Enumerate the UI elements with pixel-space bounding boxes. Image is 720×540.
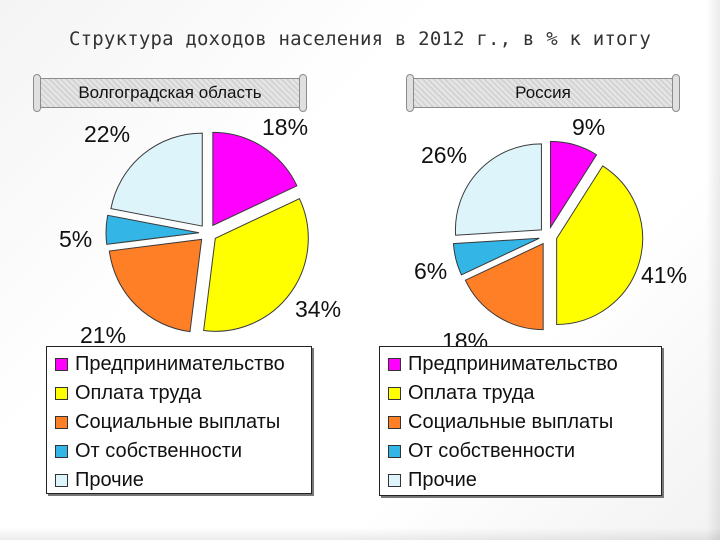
slide-bottom-shadow: [0, 528, 720, 540]
slide-edge-shadow: [706, 0, 720, 540]
legend-item: Прочие: [388, 466, 661, 495]
legend-label: Социальные выплаты: [408, 411, 614, 433]
legend-volgograd: Предпринимательство Оплата труда Социаль…: [46, 346, 312, 494]
legend-russia: Предпринимательство Оплата труда Социаль…: [379, 346, 662, 496]
pie-label-volgograd-socialnye-vyplaty: 21%: [80, 322, 127, 348]
legend-item: Предпринимательство: [388, 350, 661, 379]
pie-slice-prochie: [110, 132, 203, 227]
pie-label-russia-sobstvennost: 6%: [414, 258, 448, 284]
legend-swatch: [55, 387, 68, 400]
chart-title-russia: Россия: [515, 83, 571, 102]
chart-title-banner-volgograd: Волгоградская область: [33, 74, 307, 112]
legend-label: Прочие: [75, 469, 144, 491]
legend-swatch: [55, 416, 68, 429]
legend-item: Предпринимательство: [55, 350, 311, 379]
legend-swatch: [388, 474, 401, 487]
pie-slice-predprinimatelstvo: [550, 140, 598, 230]
legend-swatch: [55, 445, 68, 458]
pie-slice-socialnye-vyplaty: [108, 238, 203, 333]
pie-slice-sobstvennost: [452, 237, 540, 276]
pie-label-volgograd-sobstvennost: 5%: [59, 226, 93, 252]
pie-slice-oplata-truda: [203, 198, 309, 332]
pie-label-russia-prochie: 26%: [421, 142, 468, 168]
legend-label: Прочие: [408, 469, 477, 491]
legend-label: От собственности: [408, 440, 576, 462]
legend-label: Оплата труда: [408, 382, 535, 404]
legend-label: Предпринимательство: [75, 353, 285, 375]
pie-label-volgograd-prochie: 22%: [84, 121, 131, 147]
legend-label: Социальные выплаты: [75, 411, 281, 433]
legend-item: Социальные выплаты: [388, 408, 661, 437]
legend-label: Оплата труда: [75, 382, 202, 404]
slide-title: Структура доходов населения в 2012 г., в…: [69, 28, 651, 50]
pie-slice-socialnye-vyplaty: [464, 242, 544, 331]
pie-slice-prochie: [454, 143, 542, 236]
chart-title-volgograd: Волгоградская область: [78, 83, 262, 102]
legend-item: От собственности: [55, 437, 311, 466]
chart-title-banner-russia: Россия: [406, 74, 680, 112]
legend-swatch: [388, 387, 401, 400]
legend-swatch: [388, 416, 401, 429]
legend-item: Социальные выплаты: [55, 408, 311, 437]
pie-slice-predprinimatelstvo: [212, 131, 298, 227]
legend-swatch: [55, 474, 68, 487]
pie-label-volgograd-predprinimatelstvo: 18%: [262, 114, 309, 140]
legend-item: Прочие: [55, 466, 311, 493]
pie-label-russia-predprinimatelstvo: 9%: [572, 114, 606, 140]
legend-item: От собственности: [388, 437, 661, 466]
legend-swatch: [388, 358, 401, 371]
pie-slice-sobstvennost: [105, 214, 200, 245]
legend-item: Оплата труда: [55, 379, 311, 408]
pie-label-volgograd-oplata-truda: 34%: [295, 296, 342, 322]
pie-label-russia-oplata-truda: 41%: [641, 262, 688, 288]
legend-label: Предпринимательство: [408, 353, 618, 375]
legend-swatch: [55, 358, 68, 371]
pie-slice-oplata-truda: [556, 165, 644, 326]
legend-item: Оплата труда: [388, 379, 661, 408]
legend-swatch: [388, 445, 401, 458]
legend-label: От собственности: [75, 440, 243, 462]
